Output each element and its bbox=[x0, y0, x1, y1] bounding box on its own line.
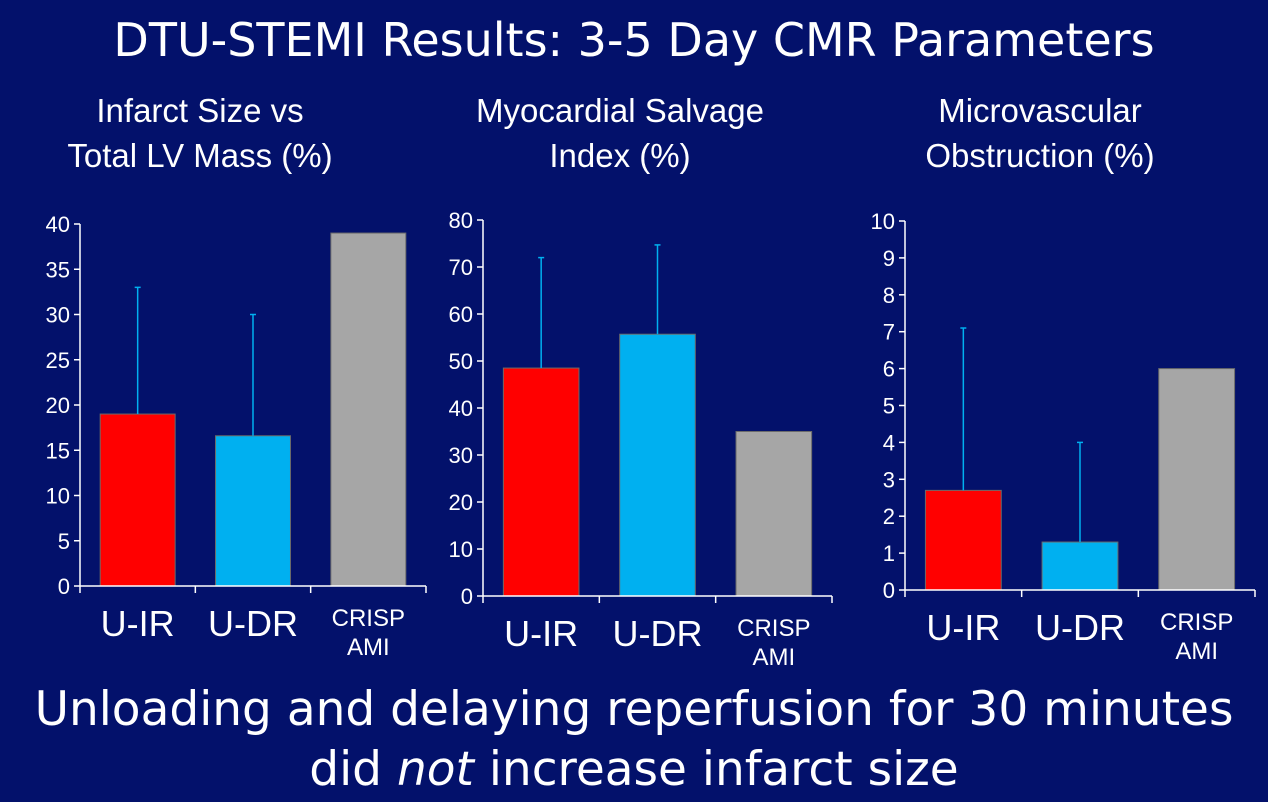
chart-title-line: Total LV Mass (%) bbox=[67, 137, 333, 174]
y-tick-label: 0 bbox=[461, 584, 473, 609]
y-tick-label: 3 bbox=[883, 467, 895, 492]
y-tick-label: 5 bbox=[883, 394, 895, 419]
y-tick-label: 80 bbox=[449, 208, 473, 233]
y-tick-label: 4 bbox=[883, 430, 895, 455]
chart-title-infarct-size: Infarct Size vs Total LV Mass (%) bbox=[20, 88, 380, 178]
x-tick-label: AMI bbox=[347, 634, 390, 661]
y-tick-label: 7 bbox=[883, 320, 895, 345]
chart-title-line: Obstruction (%) bbox=[925, 137, 1155, 174]
y-tick-label: 35 bbox=[46, 257, 70, 282]
chart-title-line: Infarct Size vs bbox=[96, 92, 304, 129]
y-tick-label: 2 bbox=[883, 504, 895, 529]
footer-emphasis: not bbox=[396, 742, 474, 797]
chart-title-line: Microvascular bbox=[938, 92, 1142, 129]
x-tick-label: CRISP bbox=[1160, 609, 1233, 636]
footer-message: Unloading and delaying reperfusion for 3… bbox=[0, 680, 1268, 800]
y-tick-label: 20 bbox=[46, 393, 70, 418]
y-tick-label: 1 bbox=[883, 541, 895, 566]
bar bbox=[1041, 541, 1119, 591]
x-tick-label: U-IR bbox=[101, 603, 175, 644]
x-tick-label: CRISP bbox=[737, 615, 810, 642]
x-tick-label: U-DR bbox=[613, 613, 703, 654]
y-tick-label: 40 bbox=[46, 212, 70, 237]
y-tick-label: 15 bbox=[46, 438, 70, 463]
y-tick-label: 0 bbox=[58, 574, 70, 599]
bar bbox=[619, 333, 696, 597]
bar bbox=[215, 435, 291, 587]
x-tick-label: AMI bbox=[752, 644, 795, 671]
footer-line-1: Unloading and delaying reperfusion for 3… bbox=[34, 682, 1234, 737]
y-tick-label: 5 bbox=[58, 529, 70, 554]
bar bbox=[735, 431, 813, 597]
x-tick-label: U-IR bbox=[926, 607, 1000, 648]
bar bbox=[924, 489, 1002, 591]
chart-title-mvo: Microvascular Obstruction (%) bbox=[860, 88, 1220, 178]
x-tick-label: AMI bbox=[1175, 638, 1218, 665]
x-tick-label: U-IR bbox=[504, 613, 578, 654]
y-tick-label: 10 bbox=[46, 484, 70, 509]
y-tick-label: 20 bbox=[449, 490, 473, 515]
y-tick-label: 6 bbox=[883, 357, 895, 382]
x-tick-label: U-DR bbox=[208, 603, 298, 644]
chart-title-salvage-index: Myocardial Salvage Index (%) bbox=[440, 88, 800, 178]
x-tick-label: U-DR bbox=[1035, 607, 1125, 648]
bar bbox=[1158, 368, 1236, 591]
bar bbox=[330, 232, 407, 587]
chart-title-line: Myocardial Salvage bbox=[476, 92, 764, 129]
y-tick-label: 10 bbox=[449, 537, 473, 562]
y-tick-label: 60 bbox=[449, 302, 473, 327]
footer-line-2: did not increase infarct size bbox=[0, 740, 1268, 800]
y-tick-label: 8 bbox=[883, 283, 895, 308]
bar bbox=[502, 367, 580, 597]
y-tick-label: 25 bbox=[46, 348, 70, 373]
slide-title: DTU-STEMI Results: 3-5 Day CMR Parameter… bbox=[113, 13, 1155, 67]
y-tick-label: 10 bbox=[871, 209, 895, 234]
y-tick-label: 30 bbox=[46, 303, 70, 328]
y-tick-label: 30 bbox=[449, 443, 473, 468]
chart-title-line: Index (%) bbox=[549, 137, 691, 174]
footer-text: did bbox=[309, 742, 397, 797]
bar bbox=[99, 413, 176, 587]
footer-text: increase infarct size bbox=[473, 742, 959, 797]
y-tick-label: 0 bbox=[883, 578, 895, 603]
y-tick-label: 50 bbox=[449, 349, 473, 374]
y-tick-label: 9 bbox=[883, 246, 895, 271]
y-tick-label: 40 bbox=[449, 396, 473, 421]
x-tick-label: CRISP bbox=[332, 605, 405, 632]
y-tick-label: 70 bbox=[449, 255, 473, 280]
